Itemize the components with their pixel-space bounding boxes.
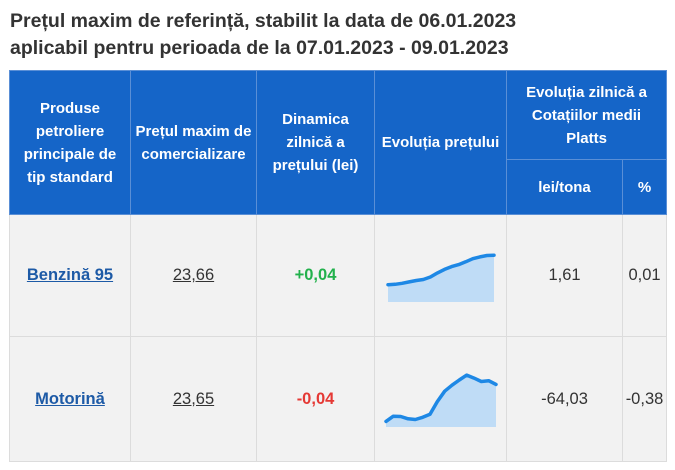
sparkline-area (387, 254, 494, 302)
sparkline-line (383, 373, 498, 424)
platts-lei-tona-benzina-95: 1,61 (548, 266, 581, 284)
header-dynamics: Dinamica zilnică a prețului (lei) (256, 70, 375, 215)
dynamics-cell: -0,04 (256, 336, 375, 462)
price-table: Produse petroliere principale de tip sta… (9, 70, 667, 462)
dynamics-value-benzina-95: +0,04 (294, 266, 337, 284)
title-line-1: Prețul maxim de referință, stabilit la d… (10, 10, 517, 32)
product-link-motorina[interactable]: Motorină (35, 389, 105, 408)
platts-lei-tona-cell: 1,61 (506, 214, 623, 337)
header-max-price: Prețul maxim de comercializare (130, 70, 257, 215)
header-percent: % (622, 159, 667, 215)
header-platts: Evoluția zilnică a Cotațiilor medii Plat… (506, 70, 667, 160)
header-product: Produse petroliere principale de tip sta… (9, 70, 131, 215)
table-row: Motorină 23,65 -0,04 -64,03 -0,38 (9, 336, 667, 462)
price-cell: 23,65 (130, 336, 257, 462)
sparkline-benzina-95 (385, 252, 496, 302)
product-cell: Benzină 95 (9, 214, 131, 337)
platts-percent-benzina-95: 0,01 (628, 266, 661, 284)
sparkline-motorina (383, 373, 498, 427)
dynamics-value-motorina: -0,04 (296, 389, 335, 408)
platts-lei-tona-cell: -64,03 (506, 336, 623, 462)
title-line-2: aplicabil pentru perioada de la 07.01.20… (10, 37, 509, 59)
platts-percent-cell: -0,38 (622, 336, 667, 462)
header-evolution: Evoluția prețului (374, 70, 507, 215)
header-lei-tona: lei/tona (506, 159, 623, 215)
platts-lei-tona-motorina: -64,03 (541, 389, 588, 408)
platts-percent-cell: 0,01 (622, 214, 667, 337)
table-row: Benzină 95 23,66 +0,04 1,61 0,01 (9, 214, 667, 337)
product-cell: Motorină (9, 336, 131, 462)
sparkline-area (385, 375, 496, 427)
page-title: Prețul maxim de referință, stabilit la d… (10, 8, 670, 62)
evolution-cell (374, 214, 507, 337)
sparkline-line (385, 252, 496, 286)
price-link-benzina-95[interactable]: 23,66 (172, 266, 215, 284)
price-link-motorina[interactable]: 23,65 (172, 389, 215, 408)
evolution-cell (374, 336, 507, 462)
dynamics-cell: +0,04 (256, 214, 375, 337)
product-link-benzina-95[interactable]: Benzină 95 (26, 266, 114, 284)
price-cell: 23,66 (130, 214, 257, 337)
platts-percent-motorina: -0,38 (625, 389, 664, 408)
